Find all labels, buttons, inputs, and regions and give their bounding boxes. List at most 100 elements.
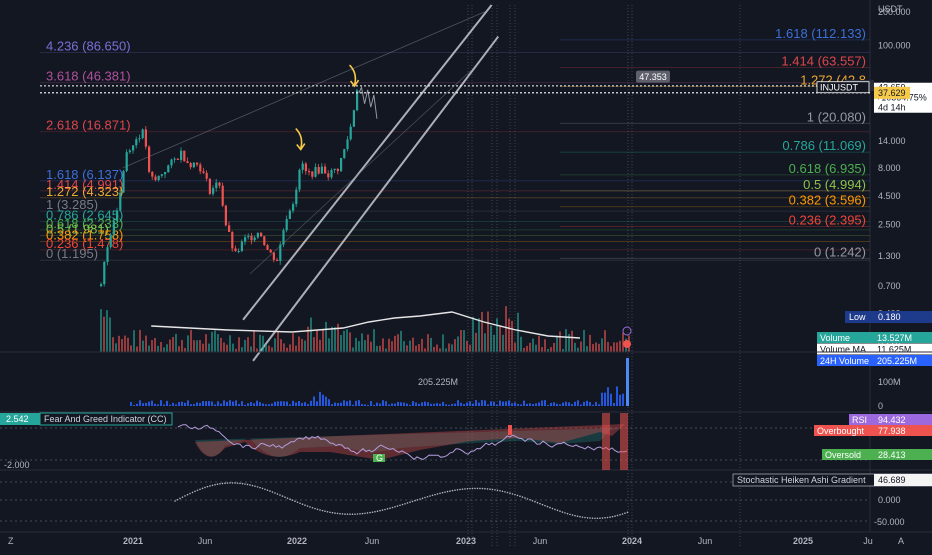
stoch-dot	[539, 502, 541, 505]
volume24-bar	[256, 400, 258, 406]
stoch-dot	[566, 512, 569, 515]
stoch-dot	[221, 482, 224, 485]
volume-bar	[229, 335, 231, 352]
fib-left-label: 0.786 (2.645)	[46, 208, 123, 223]
volume24-bar	[298, 401, 300, 406]
candle-body	[183, 150, 186, 162]
channel-line-lower	[252, 35, 500, 362]
volume24-bar	[160, 400, 162, 406]
candle-body	[160, 174, 163, 176]
volume-bar	[316, 329, 318, 352]
stoch-dot	[199, 488, 201, 491]
volume24-bar	[373, 404, 375, 406]
volume-bar	[619, 340, 621, 352]
candle-body	[215, 182, 218, 189]
volume-bar	[163, 347, 165, 352]
volume-bar	[193, 340, 195, 352]
fib-left-label: 1.272 (4.323)	[46, 184, 123, 199]
stoch-dot	[506, 491, 509, 494]
candle-body	[304, 163, 307, 172]
stoch-dot	[344, 513, 346, 515]
volume24-bar	[475, 400, 477, 406]
volume24-bar	[187, 400, 189, 406]
volume24-bar	[382, 400, 384, 406]
stoch-dot	[176, 498, 179, 501]
candle-body	[148, 146, 151, 172]
volume-bar	[577, 347, 579, 352]
volume24-bar	[145, 402, 147, 406]
volume-bar	[235, 348, 237, 352]
candle-body	[356, 90, 359, 111]
stoch-dot	[211, 484, 214, 487]
volume24-bar	[463, 404, 465, 406]
stoch-panel: Stochastic Heiken Ashi Gradient 46.689 0.0…	[0, 473, 932, 527]
candle-body	[199, 164, 202, 172]
volume-bar	[442, 334, 444, 352]
volume-bar	[382, 338, 384, 352]
fg-indicator-label: Fear And Greed Indicator (CC)	[44, 414, 167, 424]
volume-bar	[439, 348, 441, 352]
volume-bar	[265, 344, 267, 352]
volume24-bar	[613, 403, 615, 406]
stoch-dot	[256, 486, 259, 488]
stoch-value-tag	[874, 474, 932, 486]
volume-bar	[148, 345, 150, 352]
volume-bar	[376, 345, 378, 352]
fib-right-label: 0.236 (2.395)	[789, 212, 866, 227]
volume-bar	[397, 334, 399, 352]
candle-body	[221, 185, 224, 206]
volume-bar	[109, 317, 111, 352]
stoch-dot	[314, 507, 316, 510]
stoch-dot	[424, 496, 426, 499]
candle-body	[144, 129, 147, 147]
price-tick: 100.000	[878, 40, 911, 50]
volume24-bar	[337, 402, 339, 406]
candle-body	[311, 171, 314, 177]
volume-bar	[583, 330, 585, 352]
stoch-dot	[576, 515, 579, 518]
volume24-bar	[334, 402, 336, 406]
volume24-bar	[220, 403, 222, 406]
volume-bar	[532, 338, 534, 352]
volume-bar	[211, 331, 213, 352]
volume-bar	[481, 311, 483, 352]
volume24-bar	[358, 400, 360, 406]
fib-levels: 4.236 (86.650) 3.618 (46.381) 2.618 (16.87…	[40, 26, 870, 261]
volume-bar	[436, 344, 438, 352]
volume-bar	[400, 330, 402, 352]
stoch-dot	[336, 512, 339, 515]
stoch-dot	[584, 516, 586, 519]
low-value: 0.180	[878, 312, 901, 322]
volume24-bar	[421, 402, 423, 406]
volume24-bar	[478, 402, 480, 406]
fg-label-box	[39, 412, 173, 426]
stoch-dot	[219, 483, 221, 485]
candle-body	[125, 152, 128, 171]
stoch-dot	[191, 491, 194, 494]
time-label: Jun	[365, 536, 380, 546]
stoch-dot	[384, 508, 386, 511]
volume-bar	[508, 318, 510, 352]
volume-bar	[613, 342, 615, 352]
stoch-dot	[464, 488, 466, 490]
volume24-bar	[550, 402, 552, 406]
candle-body	[212, 188, 215, 194]
volume-bar	[502, 334, 504, 352]
stoch-dot	[309, 506, 311, 508]
volume24-bar	[376, 402, 378, 406]
volume24-bar	[469, 401, 471, 406]
volume-bar	[427, 334, 429, 352]
volume24-peak-label: 205.225M	[418, 377, 458, 387]
volume24-bar	[397, 401, 399, 406]
stoch-dot	[554, 508, 556, 511]
volume24-bar	[409, 404, 411, 406]
candle-body	[333, 168, 336, 171]
stoch-dot	[471, 487, 474, 490]
volume24-bar	[595, 401, 597, 406]
yellow-price-value: 37.629	[878, 88, 906, 98]
volume-tag-value: 205.225M	[877, 356, 917, 366]
candle-body	[298, 169, 301, 190]
price-tick: 2.500	[878, 219, 901, 229]
